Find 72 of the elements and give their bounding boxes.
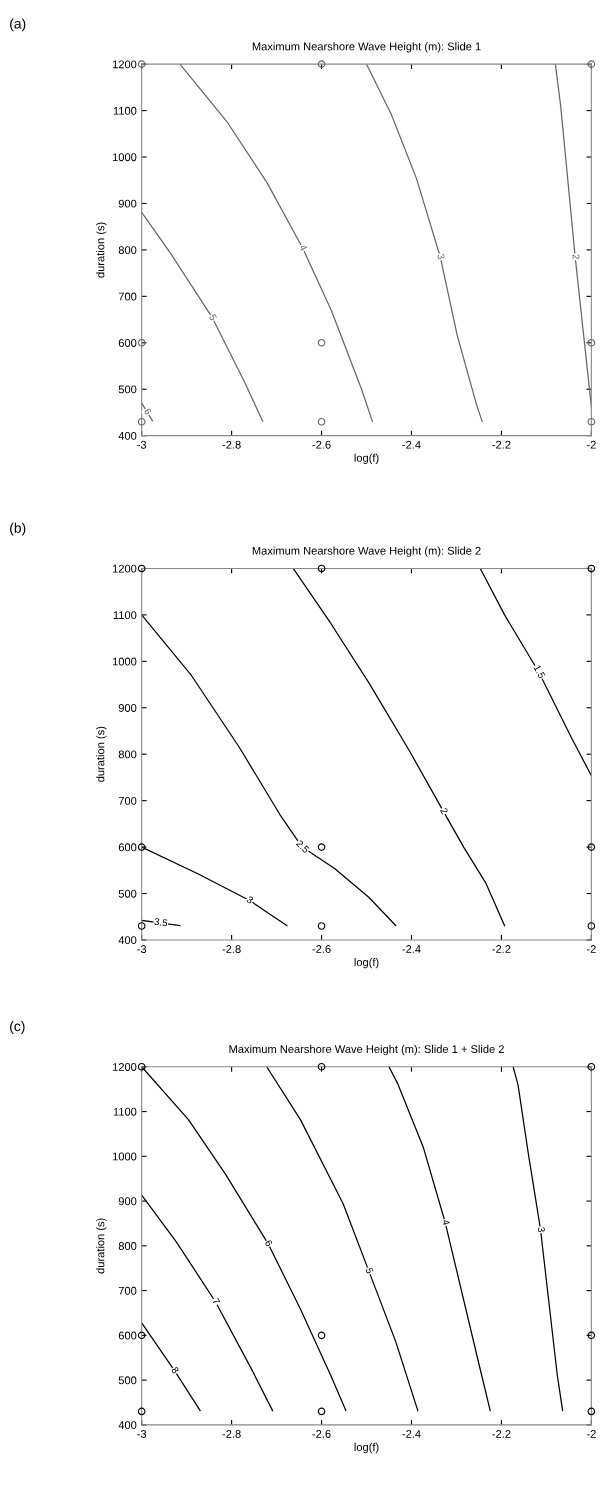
y-tick-label: 500 — [118, 1376, 137, 1385]
x-tick-label: -2.6 — [312, 440, 331, 449]
x-tick-label: -2.4 — [402, 1430, 421, 1438]
series-label: 8 — [171, 1366, 180, 1375]
x-axis-title: log(f) — [354, 453, 379, 465]
x-tick-label: -2.8 — [222, 440, 241, 449]
y-tick-label: 600 — [118, 339, 137, 347]
y-tick-label: 1200 — [112, 60, 137, 69]
x-tick-label: -2.8 — [222, 945, 241, 953]
x-tick-label: -2.6 — [312, 1430, 331, 1438]
y-tick-label: 1100 — [113, 1107, 137, 1116]
y-tick-label: 600 — [118, 1331, 137, 1340]
y-tick-label: 600 — [118, 843, 137, 852]
x-tick-label: -2.2 — [492, 1430, 511, 1438]
chart-title: Maximum Nearshore Wave Height (m): Slide 1 + Slide 2 — [229, 1044, 504, 1056]
text: 3.5 — [154, 917, 168, 927]
series-label: 2.5 — [295, 839, 310, 854]
series-label: 1.5 — [533, 664, 546, 679]
y-tick-label: 1200 — [112, 1063, 137, 1071]
y-tick-label: 1200 — [112, 564, 137, 573]
x-tick-label: -2.4 — [402, 440, 421, 449]
x-axis-title: log(f) — [354, 1442, 379, 1454]
text: (c) — [10, 1021, 25, 1034]
series-label: 5 — [365, 1267, 374, 1274]
series-label: 3 — [246, 895, 254, 904]
y-tick-label: 800 — [118, 750, 137, 759]
series-label: 5 — [208, 313, 218, 321]
x-tick-label: -2 — [586, 945, 596, 953]
y-tick-label: 700 — [118, 292, 137, 301]
y-tick-label: 400 — [118, 431, 137, 440]
series-label: 6 — [264, 1239, 273, 1247]
x-tick-label: -2.8 — [222, 1430, 241, 1438]
y-tick-label: 1100 — [113, 611, 137, 620]
chart-title: Maximum Nearshore Wave Height (m): Slide 2 — [252, 546, 481, 557]
chart-title: Maximum Nearshore Wave Height (m): Slide 1 — [252, 42, 481, 53]
x-tick-label: -2 — [586, 440, 596, 449]
series-label: 3 — [437, 253, 445, 260]
series-label: 2 — [572, 254, 580, 260]
series-label: 4 — [299, 243, 308, 252]
x-tick-label: -3 — [137, 1430, 147, 1438]
y-tick-label: 400 — [118, 936, 137, 945]
y-tick-label: 400 — [118, 1421, 137, 1429]
x-tick-label: -2.2 — [492, 945, 511, 953]
y-tick-label: 900 — [118, 704, 137, 712]
text: (a) — [10, 18, 26, 32]
y-tick-label: 900 — [118, 199, 137, 208]
x-tick-label: -3 — [137, 440, 147, 449]
x-tick-label: -2.4 — [402, 945, 421, 953]
y-tick-label: 700 — [118, 796, 137, 805]
x-tick-label: -2.6 — [312, 945, 331, 953]
x-tick-label: -2 — [586, 1430, 596, 1438]
y-tick-label: 1000 — [112, 153, 137, 162]
y-tick-label: 1100 — [113, 106, 137, 115]
text: 6 — [143, 407, 152, 416]
series-label: 7 — [212, 1297, 221, 1305]
y-axis-title: duration (s) — [96, 726, 107, 782]
y-tick-label: 500 — [118, 889, 137, 898]
x-axis-title: log(f) — [354, 957, 379, 969]
x-tick-label: -3 — [137, 945, 147, 953]
x-tick-label: -2.2 — [492, 440, 511, 449]
y-axis-title: duration (s) — [96, 1218, 107, 1274]
y-tick-label: 700 — [118, 1286, 137, 1295]
y-tick-label: 1000 — [112, 1152, 137, 1161]
y-tick-label: 500 — [118, 385, 137, 394]
y-tick-label: 800 — [118, 1242, 137, 1250]
series-label: 2 — [440, 807, 449, 815]
y-tick-label: 900 — [118, 1197, 137, 1206]
y-tick-label: 800 — [118, 246, 137, 255]
y-axis-title: duration (s) — [96, 222, 107, 278]
text: (b) — [10, 522, 26, 536]
y-tick-label: 1000 — [112, 657, 137, 666]
series-label: 4 — [442, 1219, 450, 1226]
